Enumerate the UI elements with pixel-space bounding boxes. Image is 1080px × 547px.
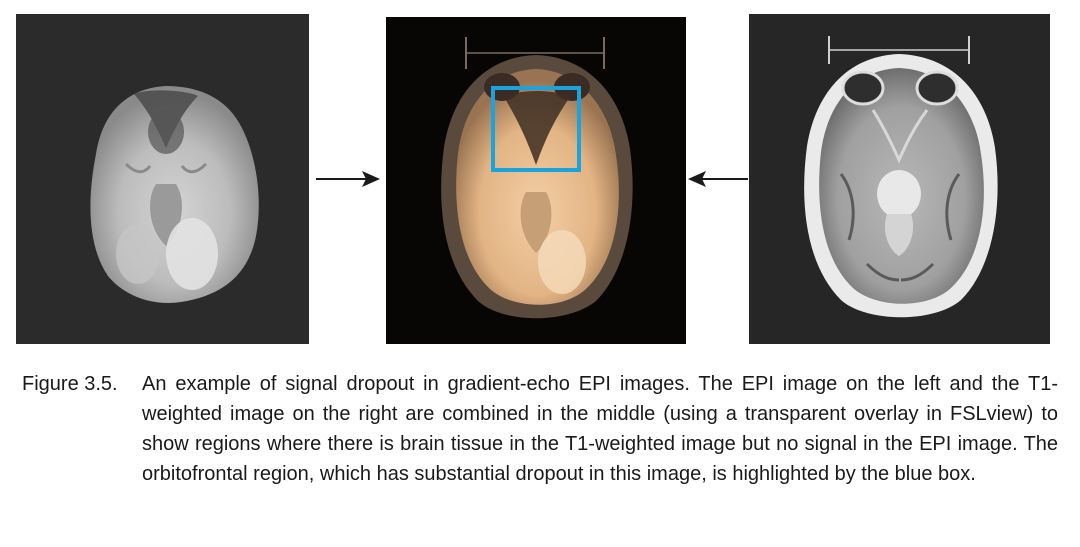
epi-image-panel — [16, 14, 309, 344]
arrow-right-icon — [316, 171, 380, 187]
t1-image-panel — [749, 14, 1050, 344]
arrow-left-icon — [688, 171, 748, 187]
highlight-box — [491, 86, 581, 172]
overlay-image-panel — [386, 17, 686, 344]
t1-brain-image — [749, 14, 1050, 344]
figure-label: Figure 3.5. — [22, 373, 118, 395]
epi-brain-image — [16, 14, 309, 344]
overlay-brain-image — [386, 17, 686, 344]
figure-caption-text: An example of signal dropout in gradient… — [142, 373, 1058, 485]
